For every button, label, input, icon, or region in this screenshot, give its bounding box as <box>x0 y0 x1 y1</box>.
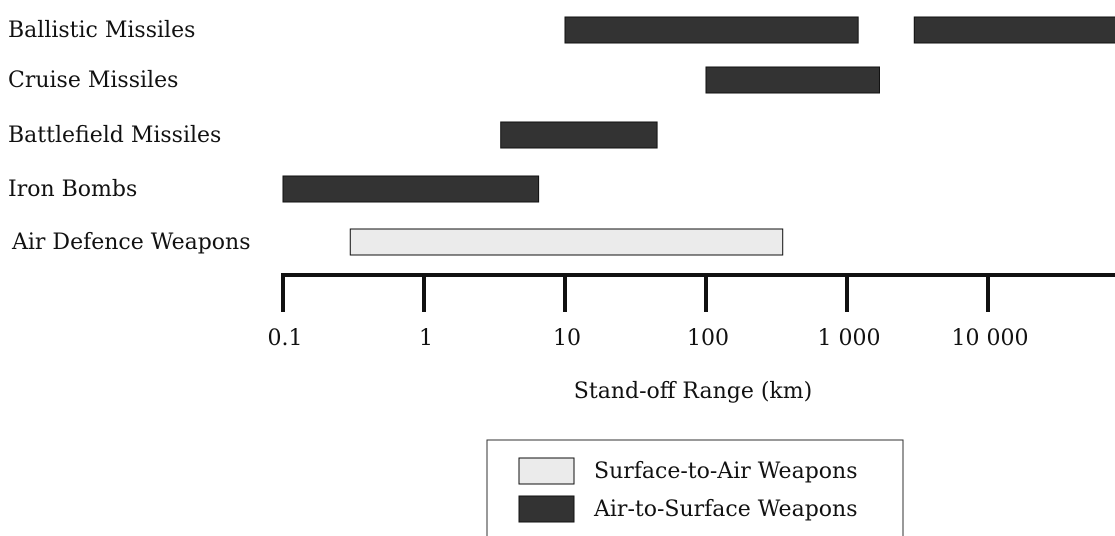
legend-label-air-to-surface-weapons: Air-to-Surface Weapons <box>593 497 857 522</box>
x-tick-label-10-000: 10 000 <box>952 326 1029 351</box>
x-tick-label-1: 1 <box>419 326 433 351</box>
range-bars <box>282 16 1115 256</box>
legend-swatch-air-to-surface-weapons <box>518 495 575 523</box>
category-label-air-defence-weapons: Air Defence Weapons <box>11 230 251 255</box>
x-tick-label-100: 100 <box>687 326 729 351</box>
x-tick-label-1-000: 1 000 <box>818 326 881 351</box>
bar-air-defence-weapons-0 <box>349 228 784 256</box>
bar-ballistic-missiles-1 <box>913 16 1115 44</box>
x-tick-label-0-1: 0.1 <box>268 326 303 351</box>
bar-battlefield-missiles-3 <box>500 121 658 149</box>
legend-label-surface-to-air-weapons: Surface-to-Air Weapons <box>594 459 857 484</box>
bar-ballistic-missiles-0 <box>564 16 859 44</box>
legend-swatch-surface-to-air-weapons <box>518 457 575 485</box>
bar-iron-bombs-4 <box>282 175 540 203</box>
category-label-ballistic-missiles: Ballistic Missiles <box>8 18 195 43</box>
bar-cruise-missiles-2 <box>705 66 880 94</box>
x-axis-title: Stand-off Range (km) <box>574 379 812 404</box>
category-label-cruise-missiles: Cruise Missiles <box>8 68 178 93</box>
category-label-battlefield-missiles: Battlefield Missiles <box>8 123 221 148</box>
legend: Surface-to-Air Weapons Air-to-Surface Wea… <box>486 439 904 536</box>
category-labels: Ballistic Missiles Cruise Missiles Battlef… <box>8 18 251 255</box>
category-label-iron-bombs: Iron Bombs <box>8 177 137 202</box>
x-tick-label-10: 10 <box>553 326 581 351</box>
x-axis: 0.1 1 10 100 1 000 10 000 <box>268 273 1115 351</box>
